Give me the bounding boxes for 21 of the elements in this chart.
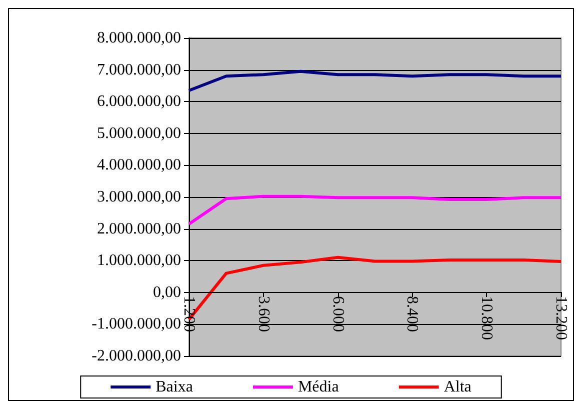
y-tick-label: 6.000.000,00	[97, 93, 181, 110]
y-tick-label: -2.000.000,00	[92, 348, 181, 364]
x-tick-label: 10.800	[478, 296, 496, 340]
x-tick-label: 6.000	[329, 296, 346, 332]
y-tick-label: 2.000.000,00	[97, 220, 181, 238]
y-tick-label: -1.000.000,00	[92, 316, 181, 333]
y-tick-label: 1.000.000,00	[97, 252, 181, 270]
line-series	[188, 194, 562, 226]
x-tick-label: 13.200	[552, 296, 570, 340]
legend-label: Média	[298, 378, 339, 396]
y-tick-label: 4.000.000,00	[97, 156, 181, 174]
y-tick-label: 3.000.000,00	[97, 188, 181, 206]
y-tick-label: 8.000.000,00	[97, 30, 181, 46]
legend-label: Baixa	[156, 378, 193, 396]
x-tick-label: 3.600	[254, 296, 272, 332]
y-tick-label: 0,00	[153, 284, 181, 301]
y-tick-label: 5.000.000,00	[97, 124, 181, 142]
x-tick-label: 8.400	[404, 296, 421, 332]
y-tick-label: 7.000.000,00	[97, 61, 181, 78]
legend-label: Alta	[444, 378, 472, 396]
line-series	[188, 70, 562, 92]
